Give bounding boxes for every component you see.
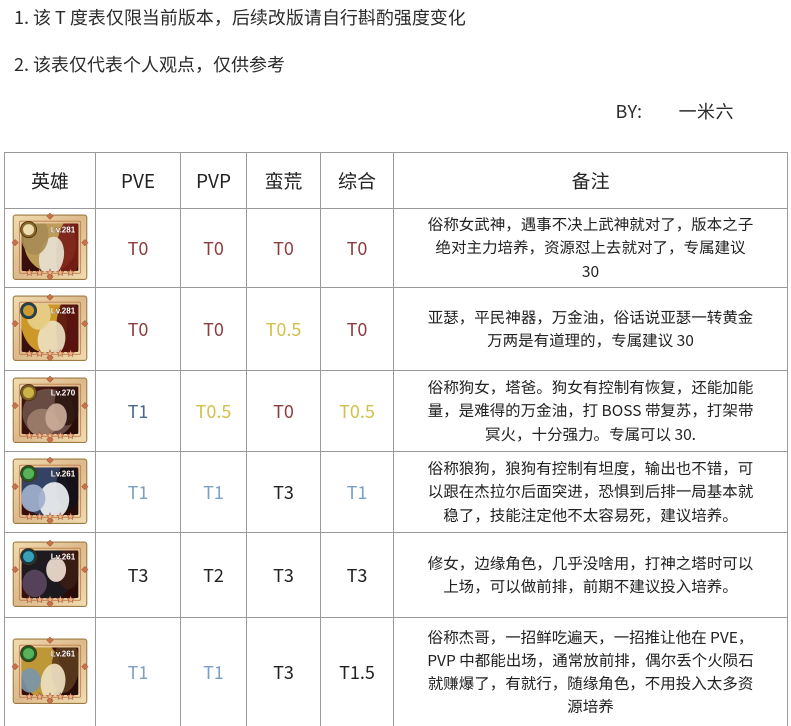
svg-text:Lv.281: Lv.281: [51, 226, 76, 235]
svg-text:Lv.270: Lv.270: [51, 389, 76, 398]
svg-text:Lv.261: Lv.261: [51, 553, 76, 562]
svg-text:Lv.261: Lv.261: [51, 470, 76, 479]
svg-text:Lv.281: Lv.281: [51, 307, 76, 316]
svg-text:Lv.261: Lv.261: [51, 650, 76, 659]
